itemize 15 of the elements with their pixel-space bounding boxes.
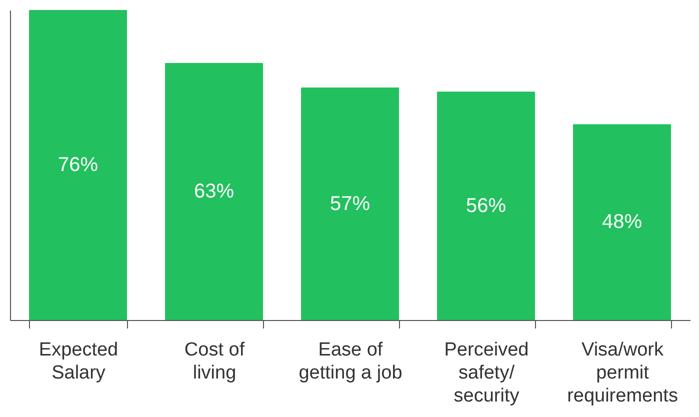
bar (165, 63, 263, 320)
bar (573, 124, 671, 320)
x-tick-label: Ease of getting a job (298, 340, 402, 384)
data-label: 63% (194, 180, 234, 203)
x-tick-label: Visa/work permit requirements (567, 340, 678, 406)
x-tick-label: Perceived safety/ security (444, 340, 529, 406)
data-label: 48% (602, 211, 642, 234)
x-tick-label: Expected Salary (38, 340, 118, 384)
data-label: 56% (466, 194, 506, 217)
data-label: 57% (330, 192, 370, 215)
bar (29, 10, 127, 320)
bar (437, 92, 535, 320)
bar (301, 88, 399, 320)
x-tick-label: Cost of living (184, 340, 246, 384)
data-label: 76% (58, 154, 98, 176)
